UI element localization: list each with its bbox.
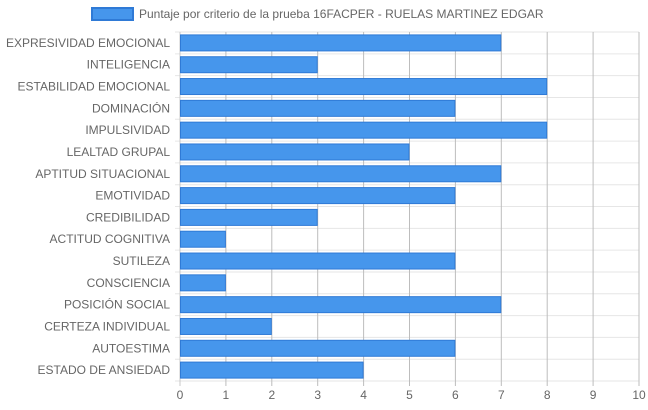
bar-aptitud-situacional[interactable]	[180, 165, 502, 183]
category-label: CERTEZA INDIVIDUAL	[44, 319, 170, 333]
chart-grid	[175, 31, 640, 386]
category-label: EMOTIVIDAD	[95, 189, 170, 203]
x-tick-label: 2	[268, 388, 275, 402]
x-tick-label: 7	[498, 388, 505, 402]
bar-sutileza[interactable]	[180, 252, 456, 270]
category-label: CONSCIENCIA	[87, 276, 170, 290]
category-label: INTELIGENCIA	[87, 58, 170, 72]
bar-posición-social[interactable]	[180, 296, 502, 314]
category-label: IMPULSIVIDAD	[85, 123, 170, 137]
bar-expresividad-emocional[interactable]	[180, 34, 502, 52]
category-label: APTITUD SITUACIONAL	[35, 167, 170, 181]
x-tick-label: 1	[223, 388, 230, 402]
bar-estado-de-ansiedad[interactable]	[180, 361, 364, 379]
bar-impulsividad[interactable]	[180, 121, 548, 139]
bar-emotividad[interactable]	[180, 187, 456, 205]
legend-swatch	[91, 7, 134, 21]
bar-autoestima[interactable]	[180, 339, 456, 357]
bar-credibilidad[interactable]	[180, 208, 318, 226]
category-label: CREDIBILIDAD	[86, 210, 170, 224]
category-label: DOMINACIÓN	[92, 100, 170, 115]
category-label: AUTOESTIMA	[92, 341, 170, 355]
chart-bars	[180, 34, 548, 379]
bar-dominación[interactable]	[180, 99, 456, 117]
category-label: POSICIÓN SOCIAL	[64, 297, 170, 312]
category-label: ESTADO DE ANSIEDAD	[38, 363, 171, 377]
x-tick-label: 3	[314, 388, 321, 402]
bar-actitud-cognitiva[interactable]	[180, 230, 226, 248]
legend-label: Puntaje por criterio de la prueba 16FACP…	[139, 7, 544, 21]
bar-lealtad-grupal[interactable]	[180, 143, 410, 161]
bar-inteligencia[interactable]	[180, 56, 318, 74]
bar-consciencia[interactable]	[180, 274, 226, 292]
y-axis-labels: EXPRESIVIDAD EMOCIONAL INTELIGENCIA ESTABI…	[6, 36, 170, 377]
x-tick-label: 9	[590, 388, 597, 402]
category-label: LEALTAD GRUPAL	[67, 145, 171, 159]
chart-legend[interactable]: Puntaje por criterio de la prueba 16FACP…	[91, 7, 544, 21]
category-label: EXPRESIVIDAD EMOCIONAL	[6, 36, 170, 50]
bar-estabilidad-emocional[interactable]	[180, 78, 548, 96]
category-label: ESTABILIDAD EMOCIONAL	[18, 80, 171, 94]
x-tick-label: 8	[544, 388, 551, 402]
x-tick-label: 10	[632, 388, 646, 402]
category-label: ACTITUD COGNITIVA	[50, 232, 170, 246]
x-axis-labels: 0 1 2 3 4 5 6 7 8 9 10	[177, 388, 646, 402]
bar-certeza-individual[interactable]	[180, 317, 272, 335]
x-tick-label: 6	[452, 388, 459, 402]
category-label: SUTILEZA	[113, 254, 170, 268]
x-tick-label: 5	[406, 388, 413, 402]
x-tick-label: 0	[177, 388, 184, 402]
x-tick-label: 4	[360, 388, 367, 402]
